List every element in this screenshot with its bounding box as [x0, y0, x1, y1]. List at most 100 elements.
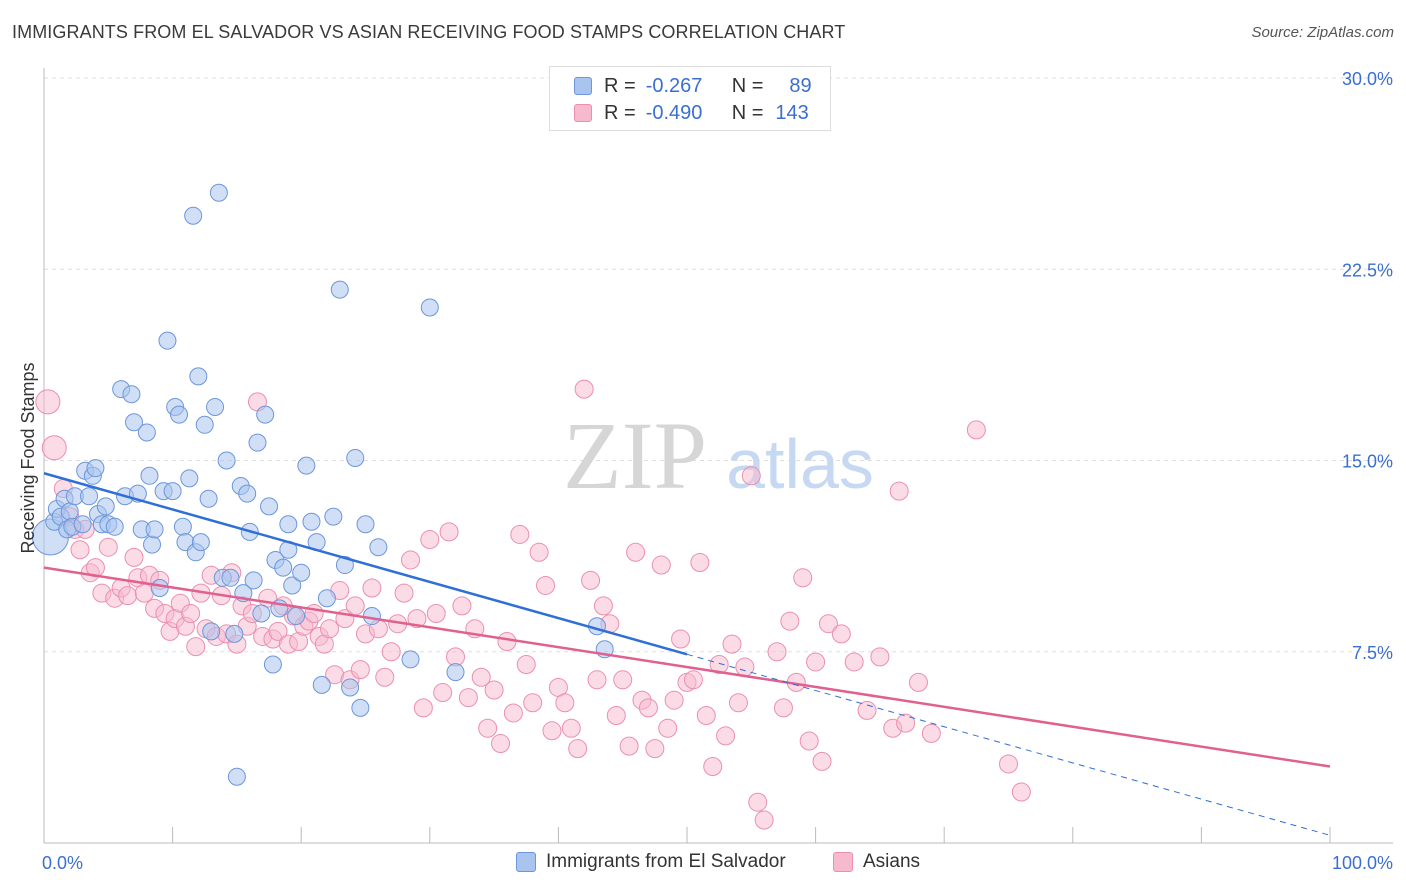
asians-point [921, 723, 941, 743]
asians-point [362, 578, 382, 598]
asians-trend-line [43, 566, 1331, 768]
watermark: ZIP atlas [563, 402, 874, 509]
el-salvador-point [297, 456, 316, 475]
y-tick-label: 22.5% [1342, 260, 1393, 280]
bottom-legend-label: Asians [863, 851, 921, 872]
el-salvador-point [244, 571, 263, 590]
asians-point [118, 586, 138, 606]
legend-r-label: R = [604, 74, 636, 97]
asians-point [818, 614, 838, 634]
el-salvador-point [302, 512, 321, 531]
asians-point [696, 706, 716, 725]
asians-point [345, 596, 365, 616]
asians-point [561, 718, 581, 738]
el-salvador-point [356, 515, 375, 534]
asians-point [735, 657, 755, 677]
asians-point [413, 698, 433, 718]
legend-swatch-blue [574, 77, 592, 95]
el-salvador-point [145, 520, 164, 539]
el-salvador-point [292, 563, 311, 582]
legend-n-value: 143 [775, 101, 809, 124]
asians-point [478, 718, 498, 738]
bottom-legend-asians[interactable]: Asians [833, 851, 920, 873]
asians-point [857, 700, 877, 720]
el-salvador-point [195, 415, 214, 434]
asians-point [870, 647, 890, 667]
legend-row-asians: R = -0.490 N = 143 [574, 100, 809, 126]
el-salvador-trend-extension [686, 653, 1331, 836]
el-salvador-point [173, 517, 192, 536]
asians-point [98, 537, 118, 557]
asians-point [446, 647, 466, 667]
asians-point [471, 667, 491, 687]
legend-r-label: R = [604, 101, 636, 124]
asians-point [889, 481, 909, 501]
asians-point [593, 596, 613, 616]
el-salvador-point [225, 624, 244, 643]
correlation-legend: R = -0.267 N = 89 R = -0.490 N = 143 [549, 66, 831, 131]
asians-point [439, 522, 459, 542]
asians-point [568, 739, 588, 759]
asians-point [426, 604, 446, 623]
asians-point [375, 667, 395, 687]
asians-point [651, 555, 671, 575]
asians-point [799, 731, 819, 751]
asians-point [510, 524, 530, 544]
asians-point [433, 683, 453, 703]
asians-point [587, 670, 607, 690]
trend-lines [43, 472, 1331, 836]
el-salvador-point [140, 466, 159, 485]
asians-point [767, 642, 787, 662]
el-salvador-point [158, 331, 177, 350]
asians-point [529, 542, 549, 562]
el-salvador-point [312, 675, 331, 694]
legend-r-value: -0.490 [645, 101, 703, 124]
el-salvador-point [248, 433, 267, 452]
asians-point [645, 739, 665, 759]
asians-point [186, 637, 206, 657]
el-salvador-point [180, 469, 199, 488]
el-salvador-point [335, 556, 354, 575]
el-salvador-point [317, 589, 336, 608]
asians-point [41, 435, 67, 461]
el-salvador-point [86, 459, 105, 478]
asians-point [844, 652, 864, 672]
asians-point [516, 655, 536, 674]
el-salvador-point [191, 533, 210, 552]
bottom-legend-el-salvador[interactable]: Immigrants from El Salvador [516, 851, 786, 873]
el-salvador-point [60, 502, 79, 521]
asians-point [908, 672, 928, 692]
asians-point [70, 540, 90, 560]
gridlines [44, 77, 1393, 653]
asians-point [381, 642, 401, 662]
asians-point [124, 547, 144, 567]
asians-point [748, 792, 768, 812]
el-salvador-point [80, 487, 99, 506]
legend-row-el-salvador: R = -0.267 N = 89 [574, 73, 812, 99]
asians-point [671, 629, 691, 649]
asians-point [780, 611, 800, 631]
el-salvador-point [274, 558, 293, 577]
el-salvador-point [163, 482, 182, 501]
el-salvador-point [351, 698, 370, 717]
el-salvador-point [238, 484, 257, 503]
legend-n-value: 89 [789, 74, 812, 97]
asians-point [999, 754, 1018, 774]
asians-point [268, 621, 288, 641]
el-salvador-point [346, 448, 365, 467]
asians-point [491, 734, 511, 754]
asians-point [503, 703, 523, 723]
asians-point [806, 652, 826, 672]
axes [43, 68, 1393, 844]
asians-point [619, 736, 639, 756]
asians-point [754, 810, 774, 830]
el-salvador-point [73, 515, 92, 534]
asians-point [452, 596, 472, 616]
legend-swatch-pink [574, 104, 592, 122]
asians-point [484, 680, 504, 700]
asians-point [658, 718, 678, 738]
el-salvador-point [122, 385, 141, 404]
asians-point [793, 568, 813, 588]
asians-point [638, 698, 658, 718]
